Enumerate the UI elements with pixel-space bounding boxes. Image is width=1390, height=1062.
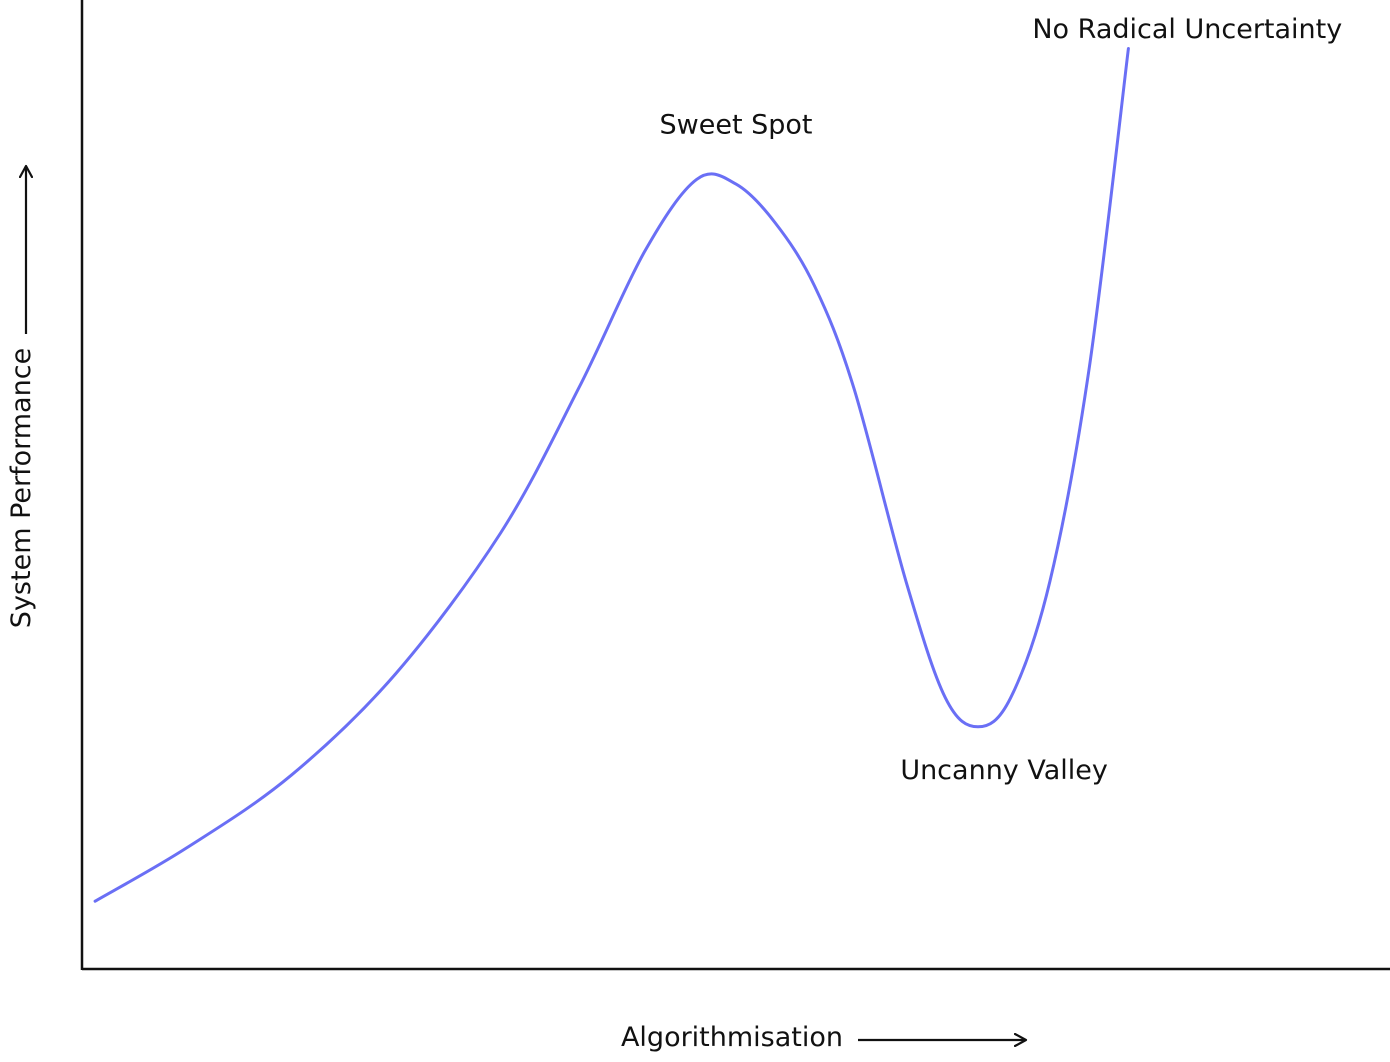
plot-area xyxy=(93,47,1130,903)
annotation-label-sweet-spot: Sweet Spot xyxy=(660,110,813,141)
x-axis-label: Algorithmisation xyxy=(621,1022,843,1053)
y-axis-label: System Performance xyxy=(6,348,37,628)
annotations: Sweet Spot Uncanny Valley No Radical Uncer… xyxy=(660,14,1343,786)
performance-curve xyxy=(93,47,1130,903)
annotation-label-uncanny-valley: Uncanny Valley xyxy=(900,755,1108,786)
annotation-label-no-radical-uncertainty: No Radical Uncertainty xyxy=(1032,14,1342,45)
